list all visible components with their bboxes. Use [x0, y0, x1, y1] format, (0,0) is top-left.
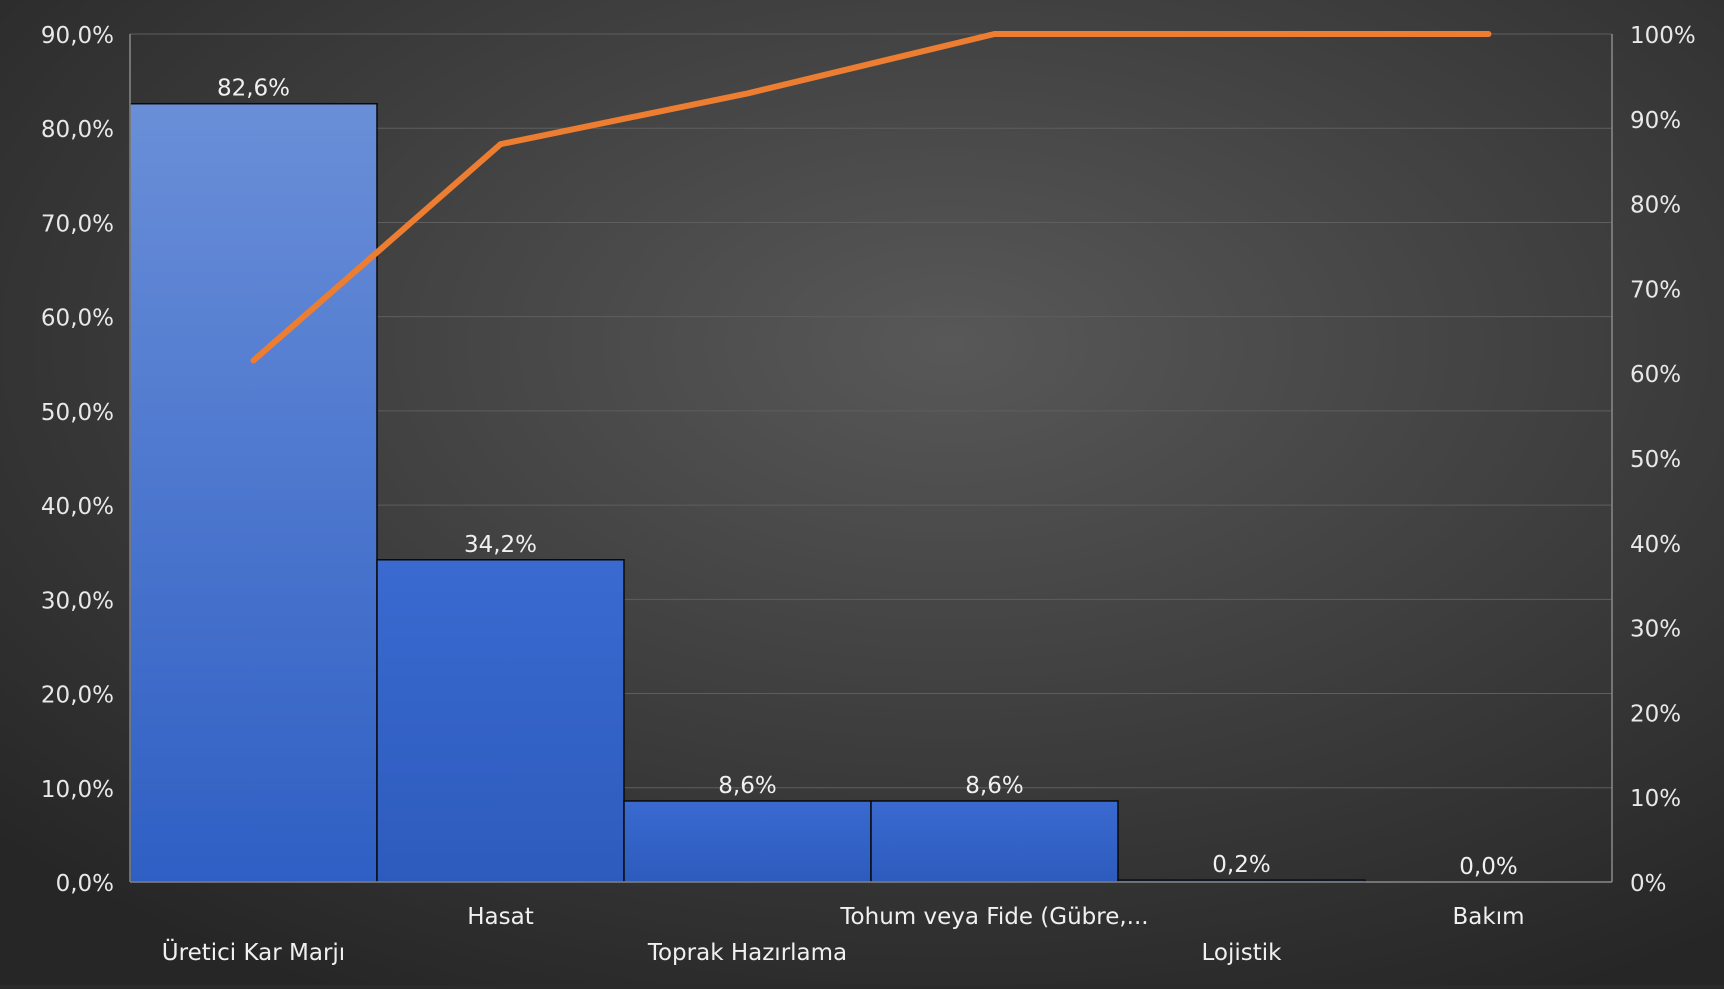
bar — [623, 800, 872, 883]
bar — [376, 559, 625, 883]
right-axis-tick-label: 0% — [1630, 871, 1667, 897]
left-axis-tick-label: 10,0% — [41, 777, 114, 803]
left-axis-tick-label: 40,0% — [41, 494, 114, 520]
left-axis-tick-label: 50,0% — [41, 400, 114, 426]
bar-data-label: 0,2% — [1212, 852, 1270, 878]
right-axis-tick-label: 90% — [1630, 108, 1681, 134]
labels: 0,0% 10,0% 20,0% 30,0% 40,0% 50,0% 60,0% 70,0% 8… — [41, 23, 1696, 966]
right-axis-tick-label: 60% — [1630, 362, 1681, 388]
left-axis-tick-label: 80,0% — [41, 117, 114, 143]
right-axis-tick-label: 80% — [1630, 193, 1681, 219]
left-axis-tick-label: 0,0% — [56, 871, 114, 897]
category-label: Bakım — [1453, 904, 1525, 930]
line-point — [746, 92, 749, 95]
right-axis-tick-label: 100% — [1630, 23, 1696, 49]
left-axis-tick-label: 90,0% — [41, 23, 114, 49]
line-point — [1487, 33, 1490, 35]
axes — [129, 34, 1613, 883]
left-axis-tick-label: 60,0% — [41, 306, 114, 332]
line-point — [1240, 33, 1243, 35]
line-point — [993, 33, 996, 35]
line-point — [499, 143, 502, 146]
bar — [870, 800, 1119, 883]
line-point — [252, 359, 255, 362]
bar-data-label: 8,6% — [718, 773, 776, 799]
left-axis-tick-label: 70,0% — [41, 211, 114, 237]
right-axis-tick-label: 20% — [1630, 701, 1681, 727]
category-label: Lojistik — [1202, 940, 1283, 966]
left-axis-tick-label: 30,0% — [41, 588, 114, 614]
left-axis-tick-label: 20,0% — [41, 683, 114, 709]
category-label: Hasat — [467, 904, 533, 930]
right-axis-tick-label: 50% — [1630, 447, 1681, 473]
bar-series — [129, 102, 1366, 883]
category-label: Tohum veya Fide (Gübre,... — [839, 904, 1148, 930]
cumulative-line — [250, 31, 1492, 364]
category-label: Üretici Kar Marjı — [162, 938, 345, 966]
bar-data-label: 0,0% — [1459, 854, 1517, 880]
bar-data-label: 82,6% — [217, 76, 290, 102]
right-axis-tick-label: 30% — [1630, 617, 1681, 643]
cumulative-line-series — [250, 31, 1492, 364]
bar — [129, 102, 378, 883]
category-label: Toprak Hazırlama — [647, 940, 847, 966]
right-axis-tick-label: 40% — [1630, 532, 1681, 558]
bar-data-label: 34,2% — [464, 532, 537, 558]
bar-data-label: 8,6% — [965, 773, 1023, 799]
right-axis-tick-label: 10% — [1630, 786, 1681, 812]
right-axis-tick-label: 70% — [1630, 277, 1681, 303]
